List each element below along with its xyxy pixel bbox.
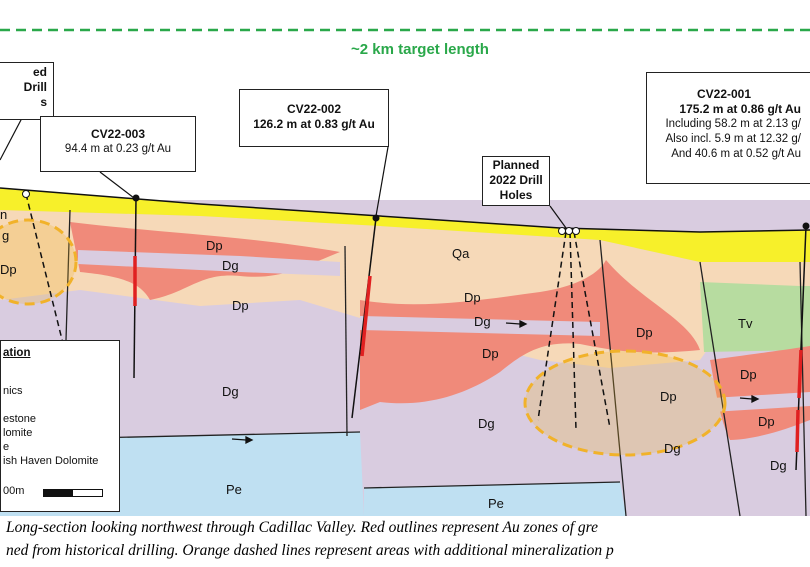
legend-item-4: e [3,441,10,453]
unit-label-dp-7: Dp [660,389,677,404]
unit-label-pe-1: Pe [226,482,242,497]
fault-lines [0,209,807,517]
cv22-003-line-1: 94.4 m at 0.23 g/t Au [64,143,172,155]
legend-item-5: ish Haven Dolomite [3,455,99,467]
unit-label-dp-6: Dp [740,367,757,382]
dg-band-left [78,250,340,276]
au-zone-right [710,346,810,440]
unit-label-qa: Qa [452,246,470,261]
unit-label-dg-5: Dg [664,441,681,456]
unit-label-dp-frag: Dp [0,262,17,277]
unit-label-dg-3: Dg [222,384,239,399]
cv22-001-line-4: And 40.6 m at 0.52 g/t Au [671,148,801,160]
planned-right-line-3: Holes [499,188,533,202]
cv22-002-line-1: 126.2 m at 0.83 g/t Au [253,117,375,131]
unit-label-dp-5: Dp [636,325,653,340]
planned-left-line-1: ed [32,65,47,79]
unit-label-pe-2: Pe [488,496,504,511]
caption-line-2: ned from historical drilling. Orange das… [6,542,614,559]
tv-unit [700,282,810,352]
drill-collars [22,190,810,235]
unit-label-dg-frag: g [2,228,9,243]
callout-planned-right: Planned 2022 Drill Holes [482,156,550,206]
callout-cv22-002: CV22-002 126.2 m at 0.83 g/t Au [239,89,389,147]
planned-right-line-2: 2022 Drill [489,173,543,187]
planned-right-line-1: Planned [492,158,540,172]
pe-unit-middle [364,482,626,516]
movement-arrows [231,319,760,445]
unit-label-dp-8: Dp [758,414,775,429]
dg-band-center [360,316,600,336]
callout-cv22-003: CV22-003 94.4 m at 0.23 g/t Au [40,116,196,172]
callout-leaders [0,117,567,229]
unit-label-n: n [0,207,7,222]
unit-label-dg-1: Dg [222,258,239,273]
unit-label-tv: Tv [738,316,753,331]
legend-item-3: lomite [3,427,33,439]
dg-band-right [712,392,810,412]
legend-item-1: nics [3,385,23,397]
callout-cv22-001: CV22-001 175.2 m at 0.86 g/t Au Includin… [646,72,810,184]
unit-label-dp-1: Dp [206,238,223,253]
unit-label-dp-2: Dp [232,298,249,313]
legend-scale-label: 00m [3,485,25,497]
planned-left-line-2: Drill [23,80,47,94]
target-area-center [523,349,727,457]
au-zone-center [360,260,700,410]
cv22-001-line-2: Including 58.2 m at 2.13 g/ [665,118,801,130]
qa-unit [0,188,810,262]
unit-label-dg-6: Dg [770,458,787,473]
legend-scale-bar [43,489,103,497]
unit-label-dp-3: Dp [464,290,481,305]
unit-label-dg-4: Dg [478,416,495,431]
legend-item-2: estone [3,413,37,425]
planned-left-line-3: s [40,95,47,109]
target-length-label: ~2 km target length [351,41,489,58]
ground-surface [0,187,810,233]
cv22-003-title: CV22-003 [90,127,146,141]
target-area-left [0,218,78,306]
cv22-001-title: CV22-001 [696,87,752,101]
cv22-002-title: CV22-002 [286,102,342,116]
unit-label-dg-2: Dg [474,314,491,329]
au-intercepts [133,256,803,453]
legend: ation nics estone lomite e ish Haven Dol… [0,340,120,512]
caption-line-1: Long-section looking northwest through C… [6,519,598,536]
unit-label-dp-4: Dp [482,346,499,361]
cv22-001-line-1: 175.2 m at 0.86 g/t Au [679,102,801,116]
cv22-001-line-3: Also incl. 5.9 m at 12.32 g/ [665,133,801,145]
figure-caption: Long-section looking northwest through C… [0,516,810,567]
legend-title: ation [3,347,31,359]
callout-planned-left: ed Drill s [0,62,54,120]
